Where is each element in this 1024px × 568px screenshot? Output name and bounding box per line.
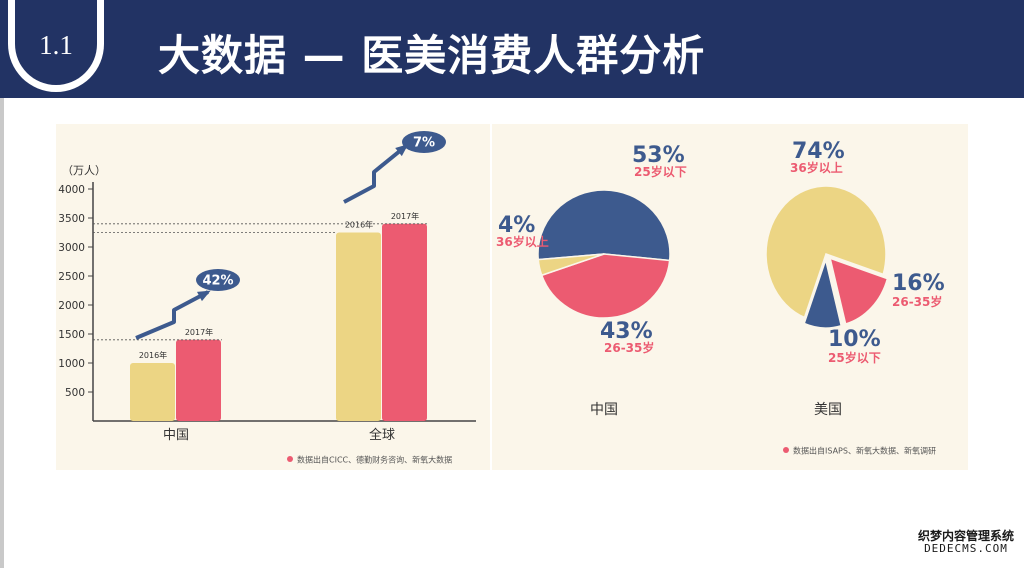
watermark-line2: DEDECMS.COM: [924, 542, 1008, 556]
growth-bubble: [196, 269, 240, 291]
pie-pct-label: 53%: [632, 143, 685, 168]
bar-year-label: 2017年: [391, 211, 419, 221]
growth-arrow: [343, 144, 408, 204]
growth-label: 42%: [202, 274, 233, 289]
growth-arrow: [135, 290, 209, 340]
source-note: 数据出自CICC、德勤财务咨询、新氧大数据: [297, 455, 452, 465]
y-tick-label: 500: [65, 387, 85, 399]
bar: [130, 363, 175, 421]
bar-year-label: 2016年: [345, 220, 373, 230]
y-tick-label: 1500: [58, 329, 85, 341]
pie-pct-label: 10%: [828, 327, 881, 352]
y-tick-label: 3500: [58, 213, 85, 225]
y-tick-label: 3000: [58, 242, 85, 254]
pie-category-label: 中国: [590, 402, 618, 418]
y-tick-label: 2500: [58, 271, 85, 283]
bar-year-label: 2016年: [139, 350, 167, 360]
pie-age-label: 26-35岁: [604, 340, 654, 355]
pie-slice: [537, 253, 605, 277]
page-title: 大数据 — 医美消费人群分析: [158, 31, 706, 80]
pie-age-label: 26-35岁: [892, 294, 942, 309]
bar-chart: （万人） 500 1000 1500 2000 2500 3000 3500 4000 2016年…: [58, 131, 476, 465]
bar-year-label: 2017年: [185, 327, 213, 337]
pie-age-label: 36岁以上: [496, 234, 549, 249]
header-bar: 1.1 大数据 — 医美消费人群分析: [0, 0, 1024, 98]
source-dot: [783, 447, 789, 453]
pie-age-label: 25岁以下: [634, 164, 687, 179]
section-badge: 1.1: [8, 0, 104, 92]
y-tick-label: 1000: [58, 358, 85, 370]
pie-pct-label: 16%: [892, 271, 945, 296]
pie-age-label: 36岁以上: [790, 160, 843, 175]
bar: [176, 339, 221, 421]
y-axis-title: （万人）: [62, 164, 106, 177]
pie-pct-label: 74%: [792, 139, 845, 164]
bar: [382, 223, 427, 421]
bar-chart-panel: （万人） 500 1000 1500 2000 2500 3000 3500 4000 2016年…: [56, 124, 490, 470]
y-tick-label: 4000: [58, 184, 85, 196]
pie-age-label: 25岁以下: [828, 350, 881, 365]
pie-slice: [540, 253, 671, 319]
source-dot: [287, 456, 293, 462]
pie-slice: [829, 257, 889, 325]
source-note: 数据出自ISAPS、新氧大数据、新氧调研: [793, 446, 936, 456]
growth-arrow-head: [197, 290, 211, 302]
pie-category-label: 美国: [814, 402, 842, 418]
watermark: 织梦内容管理系统 DEDECMS.COM: [912, 529, 1020, 556]
pie-charts: 53%25岁以下4%36岁以上43%26-35岁中国74%36岁以上16%26-…: [496, 139, 945, 456]
pie-slice: [803, 257, 843, 329]
growth-bubble: [402, 131, 446, 153]
growth-label: 7%: [413, 136, 435, 151]
pie-pct-label: 4%: [498, 213, 535, 238]
left-divider: [0, 98, 4, 568]
pie-charts-panel: 53% 25岁以下 4% 36岁以上 43% 26-35岁 中国 74% 36岁以上 16% 26-…: [492, 124, 968, 470]
watermark-line1: 织梦内容管理系统: [917, 529, 1014, 543]
pie-slice: [765, 185, 887, 319]
bar: [336, 232, 381, 421]
section-number: 1.1: [39, 30, 73, 60]
x-category-label: 中国: [163, 428, 189, 443]
y-tick-label: 2000: [58, 300, 85, 312]
pie-pct-label: 43%: [600, 319, 653, 344]
pie-slice: [537, 189, 671, 262]
x-category-label: 全球: [369, 427, 395, 443]
